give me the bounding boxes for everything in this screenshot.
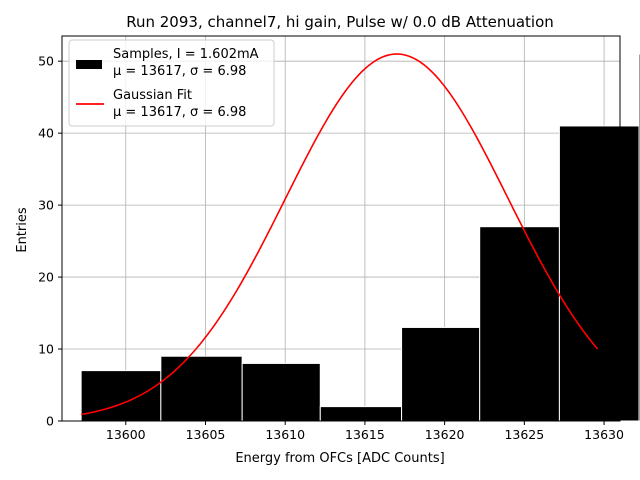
legend-samples-stats: μ = 13617, σ = 6.98 [113,64,246,79]
legend-samples-label: Samples, I = 1.602mA [113,47,259,62]
gaussian-fit-layer [80,53,599,416]
legend-box [68,39,275,127]
x-axis-label: Energy from OFCs [ADC Counts] [235,451,444,466]
x-tick-label: 13615 [345,427,385,442]
y-tick-label: 20 [38,270,54,285]
x-tick-label: 13625 [504,427,544,442]
histogram-bar [558,125,640,422]
histogram-bar [241,362,321,422]
y-axis-ticks: 0 10 20 30 40 50 [38,54,62,429]
histogram-bar [479,226,560,422]
legend-samples-swatch [76,60,102,69]
y-axis-label: Entries [15,207,30,253]
histogram-bar [160,355,243,422]
histogram-bar [401,326,481,422]
gaussian-fit-line [80,53,599,416]
x-tick-label: 13605 [186,427,226,442]
histogram-bar [319,406,403,422]
x-tick-label: 13600 [106,427,146,442]
x-tick-label: 13630 [584,427,624,442]
chart-title: Run 2093, channel7, hi gain, Pulse w/ 0.… [126,13,554,31]
legend-fit-label: Gaussian Fit [113,88,192,103]
y-tick-label: 0 [46,414,54,429]
legend-fit-stats: μ = 13617, σ = 6.98 [113,105,246,120]
y-tick-label: 10 [38,342,54,357]
y-tick-label: 50 [38,54,54,69]
plot-frame [61,35,621,422]
x-tick-label: 13620 [425,427,465,442]
x-tick-label: 13610 [265,427,305,442]
y-tick-label: 40 [38,126,54,141]
y-tick-label: 30 [38,198,54,213]
histogram-bar [80,370,162,422]
legend: Samples, I = 1.602mA μ = 13617, σ = 6.98… [68,39,275,127]
x-axis-ticks: 13600 13605 13610 13615 13620 13625 13630 [106,421,624,442]
histogram-bars [80,53,640,422]
